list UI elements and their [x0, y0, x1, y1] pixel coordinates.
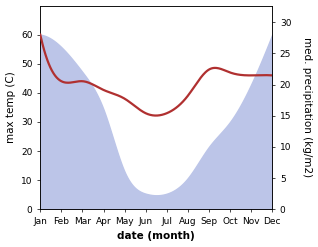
X-axis label: date (month): date (month) [117, 231, 195, 242]
Y-axis label: med. precipitation (kg/m2): med. precipitation (kg/m2) [302, 37, 313, 177]
Y-axis label: max temp (C): max temp (C) [5, 72, 16, 143]
